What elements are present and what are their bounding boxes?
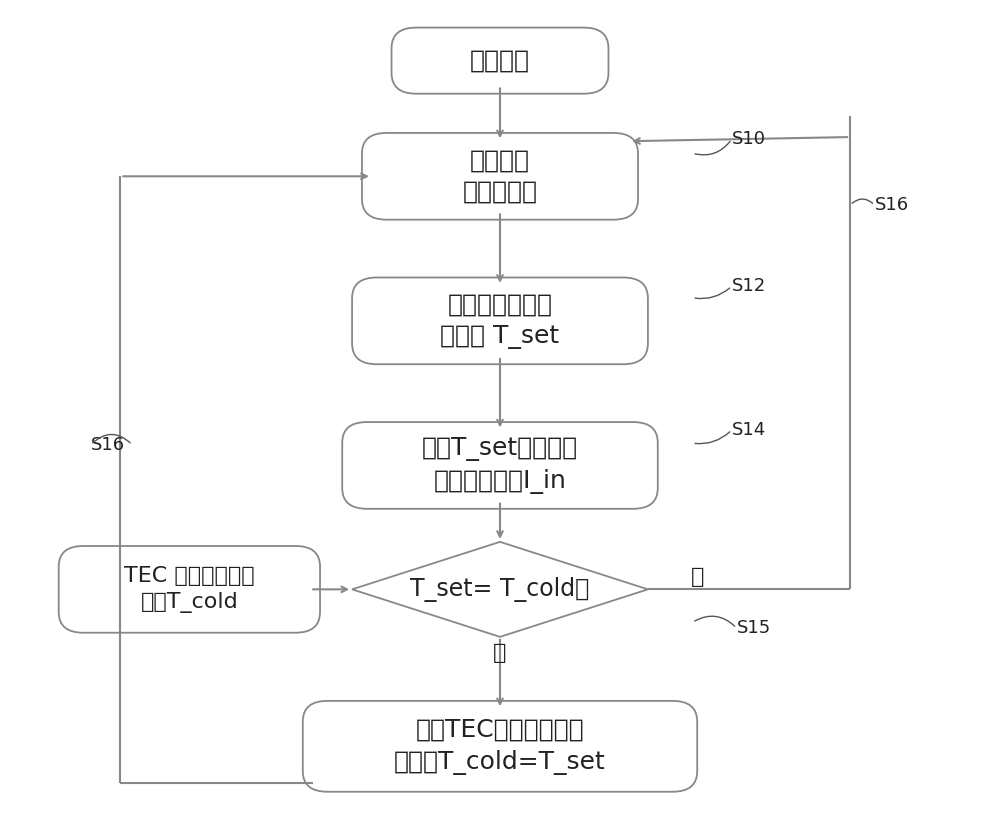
Text: T_set= T_cold？: T_set= T_cold？ <box>410 577 590 601</box>
Text: 否: 否 <box>493 643 507 663</box>
FancyBboxPatch shape <box>352 277 648 365</box>
Polygon shape <box>352 542 648 637</box>
Text: S10: S10 <box>732 130 766 148</box>
Text: 设置TEC控制程序新的
控温点T_cold=T_set: 设置TEC控制程序新的 控温点T_cold=T_set <box>394 718 606 774</box>
FancyBboxPatch shape <box>362 133 638 220</box>
Text: TEC 控制程序的控
温点T_cold: TEC 控制程序的控 温点T_cold <box>124 565 255 613</box>
Text: S16: S16 <box>91 436 125 454</box>
Text: S15: S15 <box>737 619 771 638</box>
Text: 读取环境
温度、湿度: 读取环境 温度、湿度 <box>462 149 538 204</box>
Text: 确定激光器壳温
控温点 T_set: 确定激光器壳温 控温点 T_set <box>440 292 560 349</box>
Text: S14: S14 <box>732 421 766 439</box>
Text: S16: S16 <box>875 197 909 214</box>
Text: 根据T_set调节激光
器的输入电流I_in: 根据T_set调节激光 器的输入电流I_in <box>422 437 578 494</box>
FancyBboxPatch shape <box>392 28 608 94</box>
Text: 模块上电: 模块上电 <box>470 49 530 72</box>
FancyBboxPatch shape <box>342 422 658 509</box>
FancyBboxPatch shape <box>59 546 320 633</box>
Text: 是: 是 <box>691 567 704 587</box>
Text: S12: S12 <box>732 277 766 295</box>
FancyBboxPatch shape <box>303 701 697 792</box>
